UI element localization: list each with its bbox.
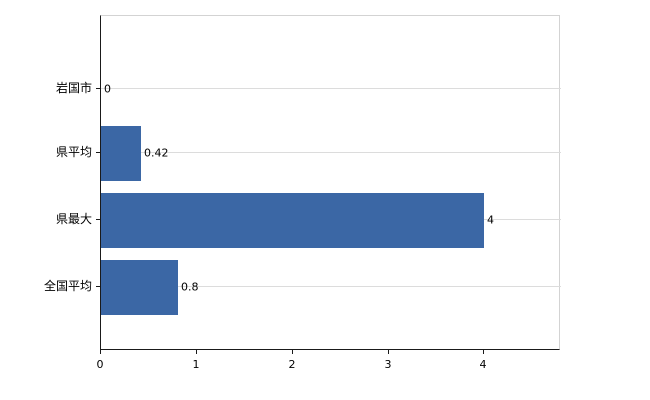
x-tick-label: 4 (479, 358, 487, 371)
x-axis-tick (388, 350, 389, 354)
category-label: 岩国市 (55, 81, 92, 95)
category-label: 県最大 (55, 212, 92, 226)
x-axis-tick (100, 350, 101, 354)
x-axis-tick (292, 350, 293, 354)
bar (101, 259, 178, 315)
value-label: 0.42 (144, 146, 169, 160)
value-label: 0.8 (181, 280, 199, 294)
category-label: 県平均 (55, 145, 92, 159)
y-axis-tick (96, 88, 100, 89)
x-axis-tick (483, 350, 484, 354)
gridline (101, 286, 561, 287)
value-label: 4 (487, 213, 494, 227)
y-axis-tick (96, 152, 100, 153)
gridline (101, 152, 561, 153)
bar (101, 125, 141, 181)
bar (101, 192, 484, 248)
x-tick-label: 1 (192, 358, 200, 371)
x-tick-label: 3 (384, 358, 392, 371)
value-label: 0 (104, 82, 111, 96)
y-axis-tick (96, 219, 100, 220)
x-axis-tick (196, 350, 197, 354)
gridline (101, 88, 561, 89)
x-tick-label: 0 (96, 358, 104, 371)
plot-area: 0 0.42 4 0.8 (100, 15, 561, 350)
x-tick-label: 2 (288, 358, 296, 371)
y-axis-tick (96, 286, 100, 287)
category-label: 全国平均 (43, 279, 92, 293)
